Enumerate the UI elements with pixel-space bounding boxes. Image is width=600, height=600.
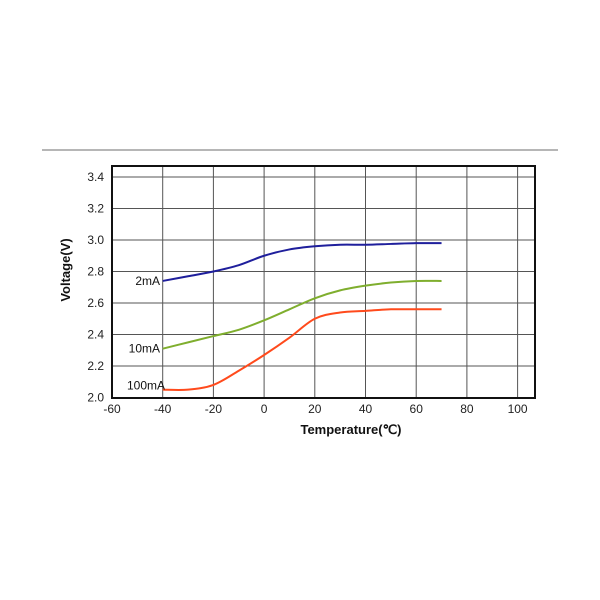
x-tick-label: 80 bbox=[460, 402, 474, 416]
series-line-100mA bbox=[162, 308, 442, 391]
x-tick-label: 40 bbox=[359, 402, 373, 416]
y-tick-label: 3.4 bbox=[87, 170, 104, 184]
x-axis-label: Temperature(℃) bbox=[300, 422, 401, 437]
series-line-10mA bbox=[162, 279, 442, 350]
y-tick-label: 2.2 bbox=[87, 359, 104, 373]
x-tick-label: -20 bbox=[205, 402, 223, 416]
series-labels: 2mA 10mA 100mA bbox=[127, 274, 165, 393]
y-tick-label: 3.0 bbox=[87, 233, 104, 247]
y-tick-label: 2.6 bbox=[87, 296, 104, 310]
x-tick-label: -60 bbox=[103, 402, 121, 416]
series-lines bbox=[162, 242, 442, 391]
series-line-2mA bbox=[162, 242, 442, 282]
x-tick-label: -40 bbox=[154, 402, 172, 416]
series-label-2mA: 2mA bbox=[135, 274, 160, 288]
x-tick-label: 60 bbox=[410, 402, 424, 416]
y-axis-ticks: 2.0 2.2 2.4 2.6 2.8 3.0 3.2 3.4 bbox=[87, 170, 104, 405]
y-tick-label: 2.8 bbox=[87, 265, 104, 279]
series-label-10mA: 10mA bbox=[129, 342, 160, 356]
x-tick-label: 20 bbox=[308, 402, 322, 416]
y-tick-label: 2.0 bbox=[87, 391, 104, 405]
y-tick-label: 2.4 bbox=[87, 328, 104, 342]
y-tick-label: 3.2 bbox=[87, 202, 104, 216]
grid bbox=[112, 166, 535, 398]
x-tick-label: 100 bbox=[508, 402, 528, 416]
x-axis-ticks: -60 -40 -20 0 20 40 60 80 100 bbox=[103, 402, 528, 416]
x-tick-label: 0 bbox=[261, 402, 268, 416]
y-axis-label: Voltage(V) bbox=[58, 238, 73, 301]
series-label-100mA: 100mA bbox=[127, 379, 165, 393]
plot-frame bbox=[111, 165, 536, 399]
